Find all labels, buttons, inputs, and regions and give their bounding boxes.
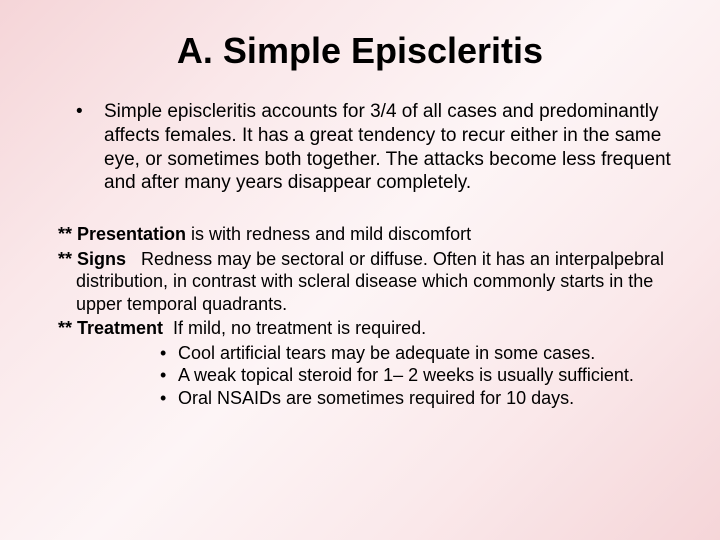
- signs-text: Redness may be sectoral or diffuse. Ofte…: [76, 249, 664, 314]
- treatment-text: If mild, no treatment is required.: [163, 318, 426, 338]
- treatment-sub-item: A weak topical steroid for 1– 2 weeks is…: [160, 364, 680, 387]
- signs-section: ** Signs Redness may be sectoral or diff…: [58, 248, 680, 316]
- main-bullet: Simple episcleritis accounts for 3/4 of …: [76, 100, 680, 195]
- presentation-text: is with redness and mild discomfort: [186, 224, 471, 244]
- treatment-label: ** Treatment: [58, 318, 163, 338]
- signs-label: ** Signs: [58, 249, 126, 269]
- slide-title: A. Simple Episcleritis: [40, 30, 680, 72]
- presentation-section: ** Presentation is with redness and mild…: [58, 223, 680, 246]
- treatment-section: ** Treatment If mild, no treatment is re…: [58, 317, 680, 340]
- treatment-sub-item: Cool artificial tears may be adequate in…: [160, 342, 680, 365]
- presentation-label: ** Presentation: [58, 224, 186, 244]
- treatment-sub-item: Oral NSAIDs are sometimes required for 1…: [160, 387, 680, 410]
- slide-container: A. Simple Episcleritis Simple episclerit…: [0, 0, 720, 540]
